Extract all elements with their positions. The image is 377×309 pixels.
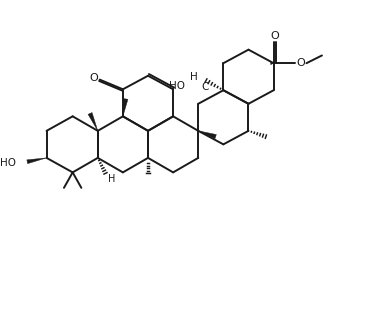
Polygon shape bbox=[123, 99, 128, 116]
Text: C: C bbox=[201, 83, 208, 92]
Text: H: H bbox=[190, 72, 197, 82]
Text: O: O bbox=[296, 58, 305, 68]
Polygon shape bbox=[27, 158, 47, 164]
Text: O: O bbox=[89, 73, 98, 83]
Polygon shape bbox=[88, 112, 98, 131]
Text: HO: HO bbox=[169, 81, 185, 91]
Text: H: H bbox=[107, 174, 115, 184]
Text: O: O bbox=[270, 31, 279, 41]
Polygon shape bbox=[271, 62, 274, 65]
Polygon shape bbox=[198, 131, 216, 139]
Text: HO: HO bbox=[0, 158, 16, 168]
